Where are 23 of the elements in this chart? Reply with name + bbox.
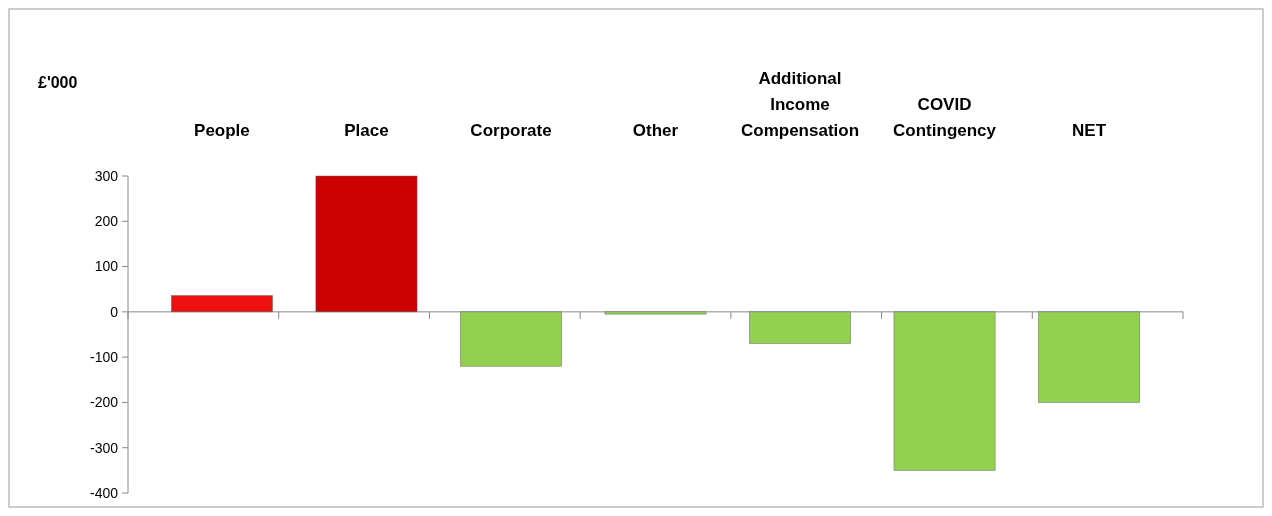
y-tick-label: -300 (89, 439, 119, 456)
bar (604, 311, 707, 315)
x-tick-label: COVID Contingency (893, 95, 997, 140)
bar (893, 311, 996, 471)
x-tick-label: Place (344, 121, 389, 140)
x-tick-label: People (194, 121, 250, 140)
bar (171, 295, 273, 313)
x-tick-label: Corporate (470, 121, 552, 140)
y-tick-label: 200 (94, 213, 119, 230)
y-tick-label: 100 (94, 258, 119, 275)
y-tick-label: -100 (89, 349, 119, 366)
x-tick-label: Additional Income Compensation (740, 69, 860, 140)
y-tick-label: 0 (110, 303, 119, 320)
y-tick-label: -200 (89, 394, 119, 411)
bar (749, 311, 851, 344)
bar (460, 311, 562, 367)
y-tick-label: 300 (94, 167, 119, 184)
x-tick-label: Other (632, 121, 679, 140)
y-axis-title: £'000 (38, 74, 78, 91)
y-tick-label: -400 (89, 484, 119, 501)
bar (1038, 311, 1140, 403)
x-tick-label: NET (1072, 121, 1107, 140)
bar (315, 175, 418, 313)
